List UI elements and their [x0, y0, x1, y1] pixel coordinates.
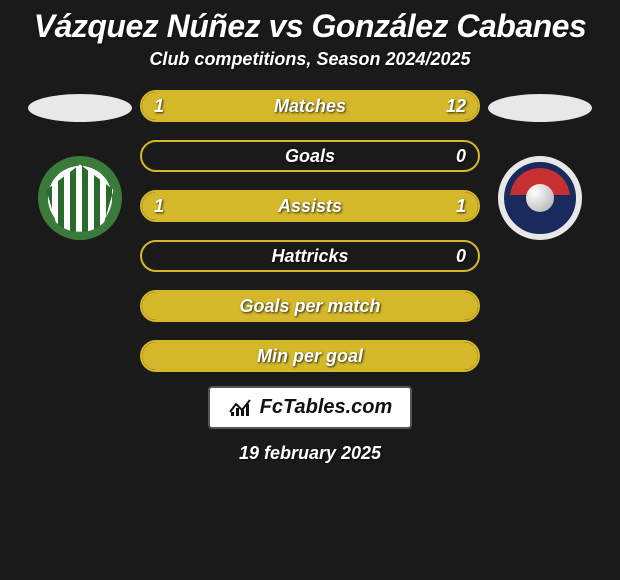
- right-club-logo: [498, 156, 582, 240]
- page-title: Vázquez Núñez vs González Cabanes: [0, 0, 620, 49]
- stat-bar: 112Matches: [140, 90, 480, 122]
- stat-label: Hattricks: [142, 242, 478, 270]
- stat-row-assists: 11Assists: [140, 190, 480, 222]
- stat-row-mpg: Min per goal: [140, 340, 480, 372]
- right-player-avatar: [488, 94, 592, 122]
- stat-row-matches: 112Matches: [140, 90, 480, 122]
- attribution-badge: FcTables.com: [208, 386, 413, 429]
- comparison-body: 112Matches 0Goals 11Assists 0Hattricks Goals…: [0, 88, 620, 372]
- huesca-crest-icon: [510, 168, 570, 228]
- stat-row-hattricks: 0Hattricks: [140, 240, 480, 272]
- left-player-avatar: [28, 94, 132, 122]
- ball-icon: [526, 184, 554, 212]
- infographic: Vázquez Núñez vs González Cabanes Club c…: [0, 0, 620, 464]
- stat-bar: 0Goals: [140, 140, 480, 172]
- chart-icon: [228, 398, 252, 418]
- stat-row-goals: 0Goals: [140, 140, 480, 172]
- stat-bar: 0Hattricks: [140, 240, 480, 272]
- left-player-col: [20, 88, 140, 240]
- attribution-row: FcTables.com: [0, 386, 620, 429]
- page-subtitle: Club competitions, Season 2024/2025: [0, 49, 620, 88]
- stat-label: Goals: [142, 142, 478, 170]
- stat-label: Min per goal: [142, 342, 478, 370]
- right-player-col: [480, 88, 600, 240]
- cordoba-crest-icon: [46, 164, 113, 231]
- stat-label: Goals per match: [142, 292, 478, 320]
- stat-bar: Goals per match: [140, 290, 480, 322]
- stat-bar: 11Assists: [140, 190, 480, 222]
- stat-label: Assists: [142, 192, 478, 220]
- stat-bars: 112Matches 0Goals 11Assists 0Hattricks Goals…: [140, 90, 480, 372]
- left-club-logo: [38, 156, 122, 240]
- footer-date: 19 february 2025: [0, 443, 620, 464]
- stat-label: Matches: [142, 92, 478, 120]
- stat-bar: Min per goal: [140, 340, 480, 372]
- stat-row-gpm: Goals per match: [140, 290, 480, 322]
- attribution-text: FcTables.com: [260, 396, 393, 419]
